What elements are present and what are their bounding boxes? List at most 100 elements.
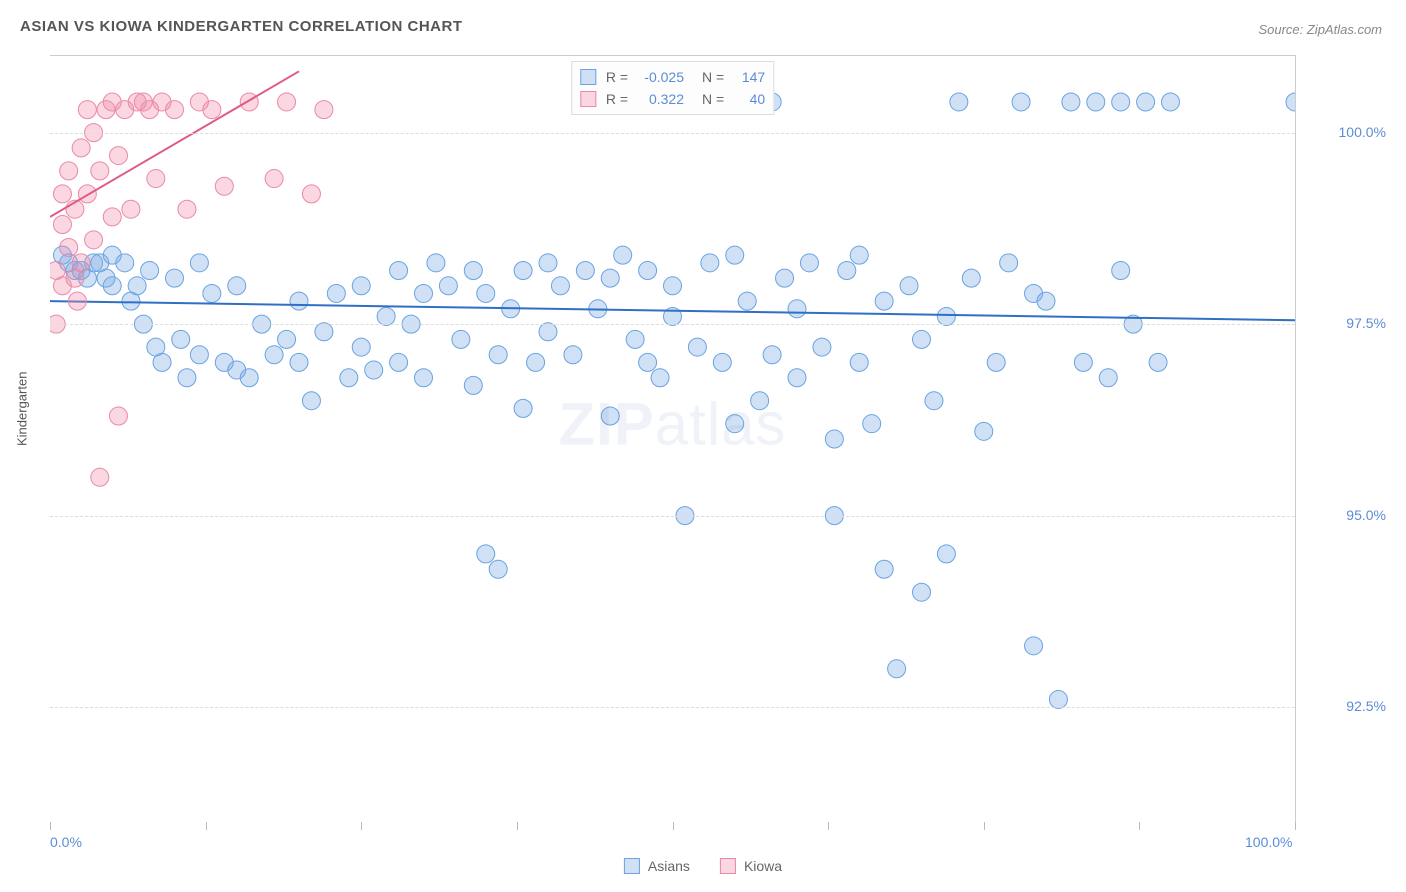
data-point [147, 170, 165, 188]
x-tick [984, 822, 985, 830]
r-label: R = [606, 91, 628, 107]
data-point [639, 261, 657, 279]
data-point [875, 560, 893, 578]
data-point [464, 376, 482, 394]
data-point [109, 147, 127, 165]
data-point [302, 185, 320, 203]
data-point [551, 277, 569, 295]
x-tick [673, 822, 674, 830]
data-point [614, 246, 632, 264]
data-point [1162, 93, 1180, 111]
data-point [738, 292, 756, 310]
y-tick-label: 100.0% [1339, 124, 1386, 140]
data-point [925, 392, 943, 410]
n-label: N = [702, 69, 724, 85]
data-point [813, 338, 831, 356]
data-point [788, 369, 806, 387]
data-point [664, 277, 682, 295]
data-point [415, 369, 433, 387]
data-point [365, 361, 383, 379]
r-value: 0.322 [634, 91, 684, 107]
data-point [390, 353, 408, 371]
x-tick-label: 100.0% [1245, 834, 1292, 850]
data-point [377, 307, 395, 325]
r-value: -0.025 [634, 69, 684, 85]
x-tick [828, 822, 829, 830]
data-point [477, 545, 495, 563]
data-point [975, 422, 993, 440]
data-point [601, 269, 619, 287]
data-point [352, 277, 370, 295]
data-point [265, 346, 283, 364]
data-point [962, 269, 980, 287]
data-point [153, 353, 171, 371]
data-point [576, 261, 594, 279]
data-point [190, 254, 208, 272]
data-point [290, 292, 308, 310]
data-point [601, 407, 619, 425]
data-point [688, 338, 706, 356]
data-point [1099, 369, 1117, 387]
gridline [50, 324, 1295, 325]
data-point [850, 246, 868, 264]
data-point [166, 101, 184, 119]
data-point [215, 177, 233, 195]
data-point [913, 583, 931, 601]
data-point [1112, 93, 1130, 111]
data-point [141, 261, 159, 279]
data-point [937, 307, 955, 325]
x-tick-label: 0.0% [50, 834, 82, 850]
x-tick [206, 822, 207, 830]
data-point [527, 353, 545, 371]
legend-item: Asians [624, 858, 690, 874]
data-point [172, 330, 190, 348]
y-tick-label: 92.5% [1346, 698, 1386, 714]
data-point [203, 101, 221, 119]
data-point [60, 239, 78, 257]
data-point [340, 369, 358, 387]
data-point [278, 93, 296, 111]
data-point [1062, 93, 1080, 111]
gridline [50, 707, 1295, 708]
data-point [427, 254, 445, 272]
data-point [390, 261, 408, 279]
x-tick [50, 822, 51, 830]
chart-plot-area: ZIPatlas R =-0.025N =147R =0.322N =40 [50, 55, 1296, 822]
data-point [78, 101, 96, 119]
data-point [539, 323, 557, 341]
gridline [50, 133, 1295, 134]
data-point [1137, 93, 1155, 111]
data-point [352, 338, 370, 356]
legend-item: Kiowa [720, 858, 782, 874]
data-point [1087, 93, 1105, 111]
data-point [1286, 93, 1295, 111]
data-point [713, 353, 731, 371]
n-label: N = [702, 91, 724, 107]
data-point [53, 216, 71, 234]
data-point [776, 269, 794, 287]
data-point [203, 284, 221, 302]
data-point [60, 162, 78, 180]
data-point [72, 139, 90, 157]
y-tick-label: 95.0% [1346, 507, 1386, 523]
x-tick [517, 822, 518, 830]
data-point [1049, 690, 1067, 708]
stats-row: R =0.322N =40 [580, 88, 765, 110]
data-point [539, 254, 557, 272]
data-point [514, 261, 532, 279]
legend-label: Kiowa [744, 858, 782, 874]
data-point [825, 430, 843, 448]
data-point [1037, 292, 1055, 310]
chart-title: ASIAN VS KIOWA KINDERGARTEN CORRELATION … [20, 18, 463, 35]
data-point [701, 254, 719, 272]
data-point [103, 277, 121, 295]
data-point [863, 415, 881, 433]
data-point [240, 369, 258, 387]
data-point [514, 399, 532, 417]
bottom-legend: Asians Kiowa [624, 858, 782, 874]
data-point [53, 185, 71, 203]
data-point [1149, 353, 1167, 371]
data-point [290, 353, 308, 371]
data-point [415, 284, 433, 302]
source-attribution: Source: ZipAtlas.com [1258, 22, 1382, 37]
